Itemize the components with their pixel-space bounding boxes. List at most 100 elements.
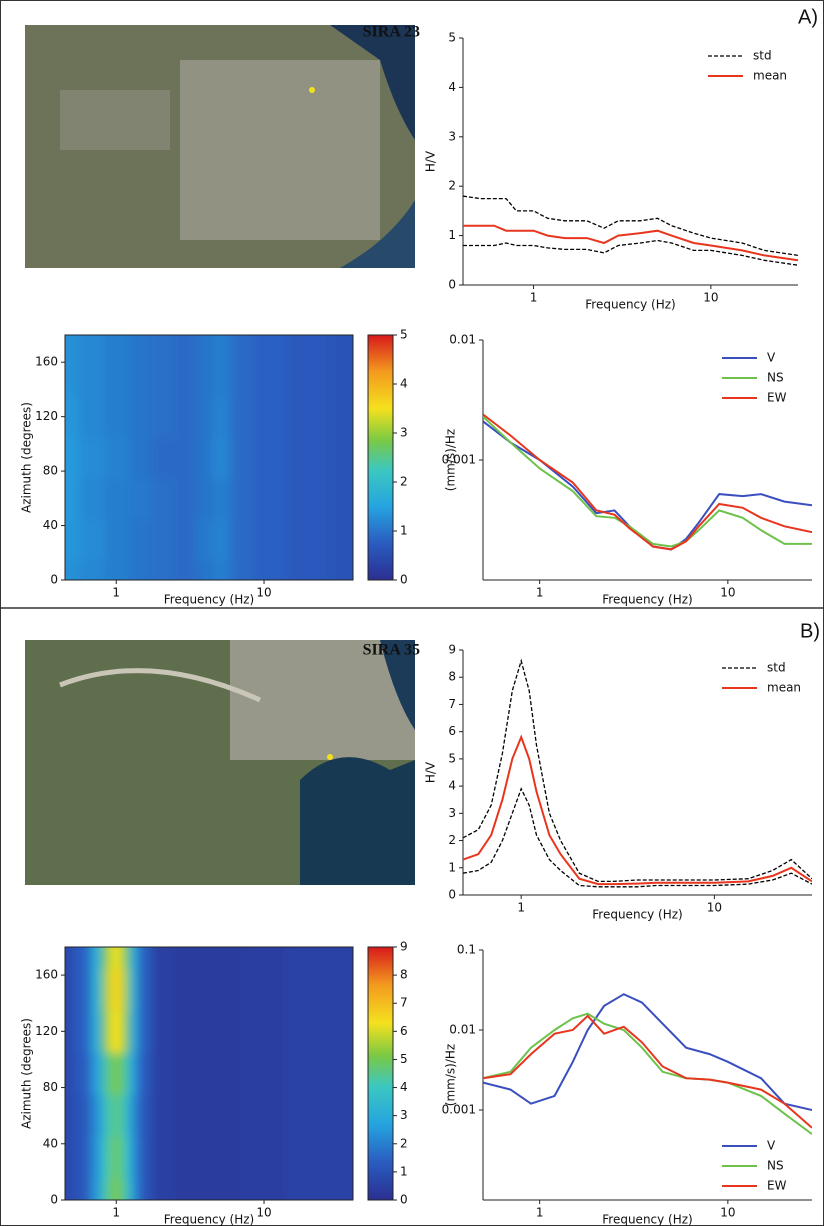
heatmap-cell [286,437,332,479]
heatmap-cell [286,559,332,580]
heatmap-cell [79,477,106,520]
heatmap-cell [241,968,287,1011]
y-tick-label: 7 [448,697,456,711]
heatmap-cell [173,335,197,356]
series-line [483,415,812,548]
heatmap-cell [212,518,231,561]
heatmap-cell [195,437,213,479]
heatmap-cell [90,1094,103,1138]
y-tick-label: 80 [43,464,58,478]
legend-label: V [767,351,776,365]
heatmap-cell [252,477,287,520]
heatmap-cell [104,437,130,479]
heatmap-cell [151,477,175,520]
heatmap-cell [252,437,287,479]
heatmap-cell [173,1094,204,1138]
heatmap-cell [65,396,80,438]
series-line [463,658,812,883]
heatmap-cell [330,437,353,479]
heatmap-cell [230,437,254,479]
plot-frame [64,334,354,581]
heatmap-cell [122,1052,130,1096]
map-urban [230,640,415,760]
heatmap-cell [129,355,153,397]
legend-label: NS [767,371,784,385]
heatmap-cell [241,1052,287,1096]
x-tick-label: 10 [256,586,271,600]
y-tick-label: 5 [448,31,456,45]
heatmap-cell [109,1052,117,1096]
legend-label: NS [767,1159,784,1173]
heatmap-cell [104,396,130,438]
heatmap-cell [252,335,287,356]
y-tick-label: 0 [448,278,456,292]
heatmap-cell [137,1094,153,1138]
satellite-map [25,640,415,885]
heatmap-cell [137,1010,153,1053]
x-tick-label: 10 [720,1206,735,1220]
colorbar-tick-label: 3 [400,1108,408,1122]
map-sea [380,640,415,730]
heatmap-cell [330,968,353,1011]
heatmap-cell [195,518,213,561]
y-tick-label: 5 [448,751,456,765]
heatmap-cell [65,947,75,969]
y-tick-label: 160 [35,355,58,369]
y-tick-label: 0.001 [442,453,476,467]
heatmap-cell [286,355,332,397]
heatmap-cell [74,1178,92,1200]
heatmap-cell [129,396,153,438]
heatmap-cell [151,335,175,356]
heatmap-cell [286,477,332,520]
heatmap-cell [74,947,92,969]
heatmap-cell [330,396,353,438]
heatmap-cell [252,518,287,561]
heatmap-cell [203,1136,243,1180]
heatmap-cell [104,559,130,580]
heatmap-cell [129,559,153,580]
heatmap-cell [151,559,175,580]
heatmap-cell [212,355,231,397]
x-tick-label: 10 [703,291,718,305]
y-tick-label: 2 [448,179,456,193]
heatmap-cell [330,1178,353,1200]
heatmap-cell [195,335,213,356]
heatmap-cell [65,477,80,520]
heatmap-cell [90,1010,103,1053]
heatmap-clip [65,947,353,1200]
heatmap-cell [286,968,332,1011]
heatmap-cell [173,968,204,1011]
heatmap-cell [330,518,353,561]
heatmap-cell [286,947,332,969]
heatmap-cell [230,477,254,520]
heatmap-cell [122,1178,130,1200]
heatmap-cell [129,477,153,520]
heatmap-cell [286,1010,332,1053]
heatmap-cell [173,1010,204,1053]
heatmap-cell [65,559,80,580]
x-axis-label: Frequency (Hz) [164,593,255,607]
colorbar-tick-label: 4 [400,1080,408,1094]
colorbar [367,334,394,581]
legend-label: EW [767,1179,787,1193]
heatmap-cell [195,396,213,438]
y-tick-label: 160 [35,968,58,982]
heatmap-cell [104,518,130,561]
map-sea [340,200,415,268]
heatmap-cell [116,1094,123,1138]
x-axis-label: Frequency (Hz) [602,1213,693,1226]
y-tick-label: 1 [448,228,456,242]
heatmap-cell [101,1010,110,1053]
heatmap-cell [129,1052,139,1096]
series-line [483,1014,812,1129]
y-tick-label: 0 [50,1193,58,1207]
heatmap-cell [65,437,80,479]
heatmap-cell [286,1094,332,1138]
colorbar-tick-label: 9 [400,940,408,954]
map-marker [327,754,333,760]
heatmap-cell [101,1136,110,1180]
heatmap-cell [286,335,332,356]
heatmap-cell [116,1178,123,1200]
heatmap-cell [65,1178,75,1200]
